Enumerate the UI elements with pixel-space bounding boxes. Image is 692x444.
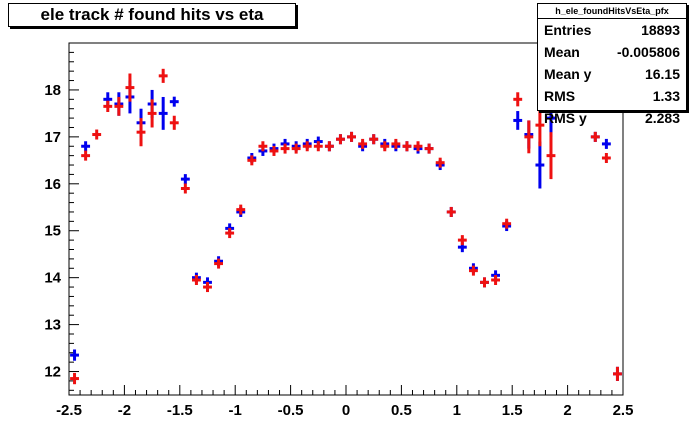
stats-value: 16.15: [644, 66, 680, 82]
stats-row-rms: RMS 1.33: [538, 85, 686, 107]
stats-value: 18893: [641, 22, 680, 38]
y-tick-label: 17: [44, 129, 61, 146]
axis-ticks: -2.5 -2 -1.5 -1 -0.5 0 0.5 1 1.5 2 2.5 12 13 14 15 16 17…: [44, 42, 634, 419]
stats-key: RMS y: [544, 110, 587, 126]
x-tick-label: -2: [118, 402, 131, 419]
x-tick-label: -1: [229, 402, 242, 419]
x-tick-label: 1: [453, 402, 461, 419]
stats-value: -0.005806: [616, 44, 680, 60]
stats-value: 1.33: [652, 88, 680, 104]
x-tick-label: -0.5: [278, 402, 304, 419]
stats-histogram-name: h_ele_foundHitsVsEta_pfx: [538, 4, 686, 19]
stats-row-entries: Entries 18893: [538, 19, 686, 41]
stats-row-mean-y: Mean y 16.15: [538, 63, 686, 85]
stats-row-rms-y: RMS y 2.283: [538, 107, 686, 129]
y-tick-label: 18: [44, 82, 61, 99]
data-series: [70, 68, 622, 385]
y-tick-label: 15: [44, 223, 61, 240]
x-tick-label: -2.5: [56, 402, 82, 419]
y-tick-label: 14: [44, 270, 61, 287]
stats-key: Mean: [544, 44, 580, 60]
x-tick-label: 0.5: [391, 402, 412, 419]
y-tick-label: 13: [44, 317, 61, 334]
x-tick-label: 2.5: [613, 402, 634, 419]
x-tick-label: 2: [563, 402, 571, 419]
stats-box: h_ele_foundHitsVsEta_pfx Entries 18893 M…: [537, 3, 687, 126]
y-tick-label: 16: [44, 176, 61, 193]
stats-key: RMS: [544, 88, 576, 104]
stats-value: 2.283: [644, 110, 680, 126]
x-tick-label: 0: [342, 402, 350, 419]
x-tick-label: 1.5: [502, 402, 523, 419]
series-2: [70, 68, 622, 385]
x-tick-label: -1.5: [167, 402, 193, 419]
stats-key: Mean y: [544, 66, 592, 82]
stats-key: Entries: [544, 22, 592, 38]
y-tick-label: 12: [44, 364, 61, 381]
stats-row-mean: Mean -0.005806: [538, 41, 686, 63]
chart-title: ele track # found hits vs eta: [8, 3, 296, 27]
